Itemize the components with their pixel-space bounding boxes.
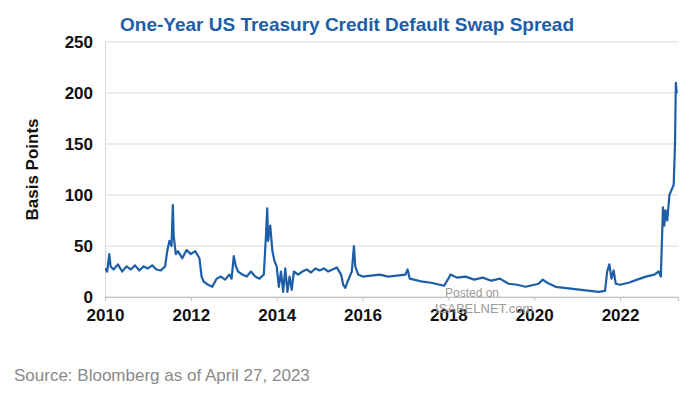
grid-line bbox=[105, 144, 678, 145]
y-axis: 0 50 100 150 200 250 bbox=[65, 33, 106, 307]
series-group bbox=[105, 83, 677, 292]
x-tick-label: 2010 bbox=[87, 306, 125, 325]
x-axis: 2010201220142016201820202022 bbox=[87, 297, 679, 325]
y-axis-line bbox=[105, 43, 106, 298]
y-tick-label: 0 bbox=[84, 288, 93, 307]
grid-line bbox=[105, 93, 678, 94]
y-axis-title: Basis Points bbox=[23, 118, 42, 220]
grid-line bbox=[105, 195, 678, 196]
y-tick: 150 bbox=[65, 135, 105, 154]
x-axis-line bbox=[106, 298, 679, 302]
line bbox=[105, 83, 677, 292]
grid-line bbox=[105, 42, 678, 43]
y-tick-label: 200 bbox=[65, 84, 93, 103]
title: One-Year US Treasury Credit Default Swap… bbox=[120, 14, 574, 35]
x-tick-mark bbox=[191, 297, 192, 301]
x-tick-mark bbox=[105, 297, 106, 301]
x-tick: 2014 bbox=[258, 297, 296, 325]
y-tick: 50 bbox=[74, 237, 105, 256]
y-tick-label: 100 bbox=[65, 186, 93, 205]
plot-area: 0501001502002502010201220142016201820202… bbox=[65, 33, 679, 325]
x-tick-label: 2012 bbox=[172, 306, 210, 325]
x-tick-mark bbox=[277, 297, 278, 301]
x-tick: 2022 bbox=[602, 297, 640, 325]
x-tick-mark bbox=[534, 297, 535, 301]
y-tick: 0 bbox=[84, 288, 105, 307]
y-tick-label: 50 bbox=[74, 237, 93, 256]
watermark: Posted on bbox=[445, 286, 499, 300]
y-tick: 250 bbox=[65, 33, 105, 52]
x-tick: 2010 bbox=[87, 297, 125, 325]
x-tick-mark bbox=[620, 297, 621, 301]
y-tick: 200 bbox=[65, 84, 105, 103]
y-tick-label: 250 bbox=[65, 33, 93, 52]
x-tick-label: 2022 bbox=[602, 306, 640, 325]
watermark: ISABELNET.com bbox=[435, 301, 533, 316]
y-tick-label: 150 bbox=[65, 135, 93, 154]
x-tick-label: 2016 bbox=[344, 306, 382, 325]
chart: One-Year US Treasury Credit Default Swap… bbox=[0, 0, 700, 400]
x-tick: 2016 bbox=[344, 297, 382, 325]
x-tick-mark bbox=[363, 297, 364, 301]
x-tick: 2012 bbox=[172, 297, 210, 325]
grid bbox=[105, 42, 678, 297]
source: Source: Bloomberg as of April 27, 2023 bbox=[14, 366, 310, 385]
y-tick: 100 bbox=[65, 186, 105, 205]
grid-line bbox=[105, 246, 678, 247]
x-tick-label: 2014 bbox=[258, 306, 296, 325]
